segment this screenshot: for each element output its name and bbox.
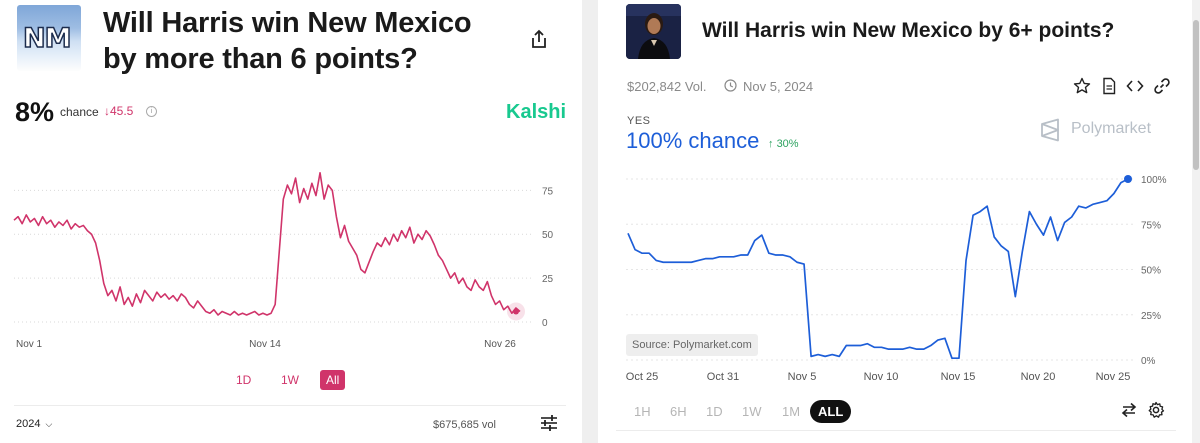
y-tick-label: 25 xyxy=(542,274,554,285)
swap-icon[interactable] xyxy=(1120,401,1138,419)
x-tick-label: Nov 10 xyxy=(864,371,899,383)
y-tick-label: 100% xyxy=(1141,175,1167,186)
series-line xyxy=(627,178,1129,360)
chance-delta: ↑ 30% xyxy=(768,138,799,150)
timeframe-6h-button[interactable]: 6H xyxy=(670,404,687,419)
panel-divider xyxy=(582,0,598,443)
y-tick-label: 75 xyxy=(542,186,554,197)
market-thumbnail: NM xyxy=(17,5,81,71)
chance-percent: 8% xyxy=(15,97,55,127)
link-icon[interactable] xyxy=(1153,77,1171,95)
chevron-down-icon: ⌵ xyxy=(45,419,53,429)
x-tick-label: Oct 25 xyxy=(626,371,658,383)
volume-text: $675,685 vol xyxy=(433,419,496,431)
chance-label: chance xyxy=(60,105,99,119)
y-tick-label: 0 xyxy=(542,318,548,329)
gear-icon[interactable] xyxy=(1147,401,1165,419)
kalshi-chart: 0 25 50 75 Nov 1 Nov 14 Nov 26 xyxy=(13,171,554,350)
x-tick-label: Nov 15 xyxy=(941,371,976,383)
scrollbar[interactable] xyxy=(1192,0,1200,443)
x-tick-label: Nov 25 xyxy=(1096,371,1131,383)
polymarket-logo-icon xyxy=(1041,118,1059,142)
last-point xyxy=(1124,175,1132,183)
market-title: Will Harris win New Mexico by more than … xyxy=(103,7,472,75)
embed-code-icon[interactable] xyxy=(1126,77,1144,95)
year-value: 2024 xyxy=(16,418,41,430)
timeframe-1m-button[interactable]: 1M xyxy=(782,404,801,419)
volume-text: $202,842 Vol. xyxy=(627,79,707,94)
chance-text: 100% chance xyxy=(626,128,760,153)
series-line xyxy=(13,171,521,316)
x-tick-label: Nov 26 xyxy=(484,339,516,350)
y-tick-label: 50% xyxy=(1141,266,1161,277)
y-tick-label: 25% xyxy=(1141,311,1161,322)
share-icon[interactable] xyxy=(528,28,550,50)
y-tick-label: 50 xyxy=(542,230,554,241)
year-select[interactable]: 2024 ⌵ xyxy=(16,418,52,430)
polymarket-chart: 0% 25% 50% 75% 100% Oct 25 Oct 31 Nov 5 Nov 10 No… xyxy=(626,175,1167,383)
thumbnail-text: NM xyxy=(22,22,72,55)
timeframe-1d-button[interactable]: 1D xyxy=(706,404,723,419)
delta-value: 45.5 xyxy=(110,104,134,118)
source-label: Source: Polymarket.com xyxy=(626,334,758,356)
x-tick-label: Oct 31 xyxy=(707,371,739,383)
kalshi-logo[interactable]: Kalshi xyxy=(506,101,567,123)
polymarket-logo-text: Polymarket xyxy=(1071,120,1152,137)
info-icon[interactable]: i xyxy=(146,106,157,117)
x-tick-label: Nov 1 xyxy=(16,339,43,350)
timeframe-1w-button[interactable]: 1W xyxy=(742,404,762,419)
timeframe-1h-button[interactable]: 1H xyxy=(634,404,651,419)
timeframe-all-button[interactable]: ALL xyxy=(810,400,852,423)
candidate-avatar xyxy=(626,4,681,59)
delta-value: 30% xyxy=(776,138,799,150)
up-arrow-icon: ↑ xyxy=(768,138,774,150)
x-tick-label: Nov 14 xyxy=(249,339,281,350)
sliders-icon[interactable] xyxy=(540,415,558,431)
scrollbar-thumb[interactable] xyxy=(1193,20,1199,170)
kalshi-panel: NM Will Harris win New Mexico by more th… xyxy=(0,0,582,443)
market-title: Will Harris win New Mexico by 6+ points? xyxy=(702,19,1115,42)
last-point xyxy=(513,308,519,315)
y-tick-label: 0% xyxy=(1141,356,1156,367)
polymarket-panel: Will Harris win New Mexico by 6+ points?… xyxy=(598,0,1200,443)
outcome-label: YES xyxy=(627,115,651,127)
timeframe-1d-button[interactable]: 1D xyxy=(236,373,252,387)
timeframe-1w-button[interactable]: 1W xyxy=(281,373,299,387)
x-tick-label: Nov 20 xyxy=(1021,371,1056,383)
y-tick-label: 75% xyxy=(1141,220,1161,231)
clock-icon xyxy=(724,79,737,92)
chance-delta: ↓45.5 xyxy=(104,104,133,118)
end-date: Nov 5, 2024 xyxy=(743,79,814,94)
footer-divider xyxy=(14,405,566,406)
timeframe-all-button[interactable]: All xyxy=(320,370,346,390)
x-tick-label: Nov 5 xyxy=(788,371,817,383)
down-arrow-icon: ↓ xyxy=(104,104,110,118)
star-icon[interactable] xyxy=(1073,77,1091,95)
document-icon[interactable] xyxy=(1100,77,1118,95)
footer-divider xyxy=(616,430,1176,431)
